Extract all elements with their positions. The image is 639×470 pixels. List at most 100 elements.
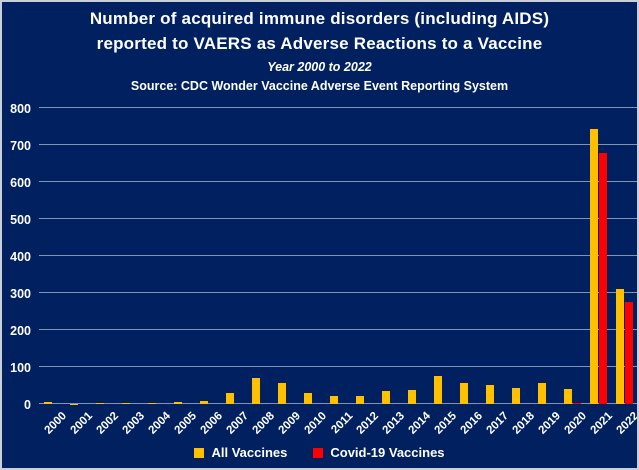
bar-all-vaccines-2006 bbox=[199, 400, 208, 404]
x-tick-label-2022: 2022 bbox=[614, 410, 639, 437]
bar-group-2014 bbox=[407, 389, 425, 404]
bar-all-vaccines-2002 bbox=[95, 402, 104, 404]
x-tick-label-2019: 2019 bbox=[536, 410, 564, 437]
chart-title-line2: reported to VAERS as Adverse Reactions t… bbox=[96, 34, 543, 53]
bar-all-vaccines-2004 bbox=[147, 402, 156, 404]
gridline-500 bbox=[39, 218, 637, 219]
x-tick-label-2000: 2000 bbox=[42, 410, 70, 437]
x-tick-label-2002: 2002 bbox=[94, 410, 122, 437]
y-tick-label-300: 300 bbox=[10, 287, 31, 301]
gridline-800 bbox=[39, 107, 637, 108]
bar-group-2021 bbox=[589, 128, 607, 404]
legend: All Vaccines Covid-19 Vaccines bbox=[2, 445, 637, 460]
x-tick-label-2007: 2007 bbox=[224, 410, 252, 437]
bar-group-2004 bbox=[147, 402, 165, 404]
x-tick-label-2021: 2021 bbox=[588, 410, 616, 437]
legend-swatch-all-vaccines-icon bbox=[194, 447, 205, 458]
legend-label-covid-vaccines: Covid-19 Vaccines bbox=[330, 445, 445, 460]
y-tick-label-800: 800 bbox=[10, 102, 31, 116]
bar-group-2016 bbox=[459, 382, 477, 404]
legend-item-all-vaccines: All Vaccines bbox=[194, 445, 287, 460]
bar-all-vaccines-2017 bbox=[485, 385, 494, 404]
chart-title-line1: Number of acquired immune disorders (inc… bbox=[89, 9, 550, 28]
gridline-0 bbox=[39, 403, 637, 404]
gridline-200 bbox=[39, 329, 637, 330]
bar-group-2000 bbox=[43, 402, 61, 404]
x-tick-label-2015: 2015 bbox=[432, 410, 460, 437]
bar-group-2018 bbox=[511, 387, 529, 404]
bar-group-2009 bbox=[277, 382, 295, 404]
bar-all-vaccines-2018 bbox=[511, 387, 520, 404]
y-axis: 0 100 200 300 400 500 600 700 800 bbox=[2, 102, 33, 412]
chart-subtitle: Year 2000 to 2022 bbox=[267, 60, 372, 74]
y-tick-label-400: 400 bbox=[10, 250, 31, 264]
y-tick-label-0: 0 bbox=[24, 398, 31, 412]
bar-all-vaccines-2020 bbox=[563, 388, 572, 404]
bar-all-vaccines-2010 bbox=[303, 392, 312, 404]
legend-item-covid-vaccines: Covid-19 Vaccines bbox=[313, 445, 445, 460]
bar-group-2011 bbox=[329, 395, 347, 404]
x-tick-label-2013: 2013 bbox=[380, 410, 408, 437]
y-tick-label-200: 200 bbox=[10, 324, 31, 338]
bar-all-vaccines-2005 bbox=[173, 401, 182, 404]
x-axis: 2000 2001 2002 2003 2004 2005 2006 2007 2008 2009… bbox=[39, 405, 637, 447]
bar-all-vaccines-2016 bbox=[459, 382, 468, 404]
x-tick-label-2004: 2004 bbox=[146, 410, 174, 437]
bar-covid-19-vaccines-2020 bbox=[572, 402, 581, 404]
x-tick-label-2003: 2003 bbox=[120, 410, 148, 437]
bar-group-2015 bbox=[433, 375, 451, 404]
chart-source-note: Source: CDC Wonder Vaccine Adverse Event… bbox=[130, 79, 509, 93]
bar-group-2008 bbox=[251, 378, 269, 404]
bar-all-vaccines-2011 bbox=[329, 395, 338, 404]
bar-group-2019 bbox=[537, 382, 555, 404]
gridline-300 bbox=[39, 292, 637, 293]
bar-group-2005 bbox=[173, 401, 191, 404]
x-tick-label-2017: 2017 bbox=[484, 410, 512, 437]
x-tick-label-2014: 2014 bbox=[406, 410, 434, 437]
bar-all-vaccines-2019 bbox=[537, 382, 546, 404]
bar-all-vaccines-2013 bbox=[381, 391, 390, 404]
x-tick-label-2012: 2012 bbox=[354, 410, 382, 437]
x-tick-label-2006: 2006 bbox=[198, 410, 226, 437]
x-tick-label-2016: 2016 bbox=[458, 410, 486, 437]
bar-group-2003 bbox=[121, 402, 139, 404]
bar-group-2022 bbox=[615, 289, 633, 404]
bar-group-2010 bbox=[303, 392, 321, 404]
y-tick-label-500: 500 bbox=[10, 213, 31, 227]
gridline-400 bbox=[39, 255, 637, 256]
bar-group-2007 bbox=[225, 392, 243, 404]
bar-group-2012 bbox=[355, 395, 373, 404]
bar-all-vaccines-2014 bbox=[407, 389, 416, 404]
bar-all-vaccines-2021 bbox=[589, 128, 598, 404]
gridline-100 bbox=[39, 366, 637, 367]
legend-swatch-covid-vaccines-icon bbox=[313, 447, 324, 458]
x-tick-label-2009: 2009 bbox=[276, 410, 304, 437]
x-tick-label-2008: 2008 bbox=[250, 410, 278, 437]
x-tick-label-2010: 2010 bbox=[302, 410, 330, 437]
bar-group-2020 bbox=[563, 388, 581, 404]
bar-group-2013 bbox=[381, 391, 399, 404]
gridline-600 bbox=[39, 181, 637, 182]
bar-covid-19-vaccines-2022 bbox=[624, 301, 633, 404]
x-tick-label-2018: 2018 bbox=[510, 410, 538, 437]
bar-all-vaccines-2008 bbox=[251, 378, 260, 404]
bar-all-vaccines-2022 bbox=[615, 289, 624, 404]
bar-all-vaccines-2015 bbox=[433, 375, 442, 404]
bar-all-vaccines-2009 bbox=[277, 382, 286, 404]
x-tick-label-2020: 2020 bbox=[562, 410, 590, 437]
bar-group-2002 bbox=[95, 402, 113, 404]
bar-covid-19-vaccines-2021 bbox=[598, 153, 607, 404]
bar-all-vaccines-2012 bbox=[355, 395, 364, 404]
bar-group-2006 bbox=[199, 400, 217, 404]
bar-all-vaccines-2000 bbox=[43, 402, 52, 404]
legend-label-all-vaccines: All Vaccines bbox=[211, 445, 288, 460]
bar-all-vaccines-2003 bbox=[121, 402, 130, 404]
bar-all-vaccines-2007 bbox=[225, 392, 234, 404]
y-tick-label-700: 700 bbox=[10, 139, 31, 153]
gridline-700 bbox=[39, 144, 637, 145]
plot-area bbox=[39, 107, 637, 404]
x-tick-label-2001: 2001 bbox=[68, 410, 96, 437]
x-tick-label-2005: 2005 bbox=[172, 410, 200, 437]
y-tick-label-600: 600 bbox=[10, 176, 31, 190]
